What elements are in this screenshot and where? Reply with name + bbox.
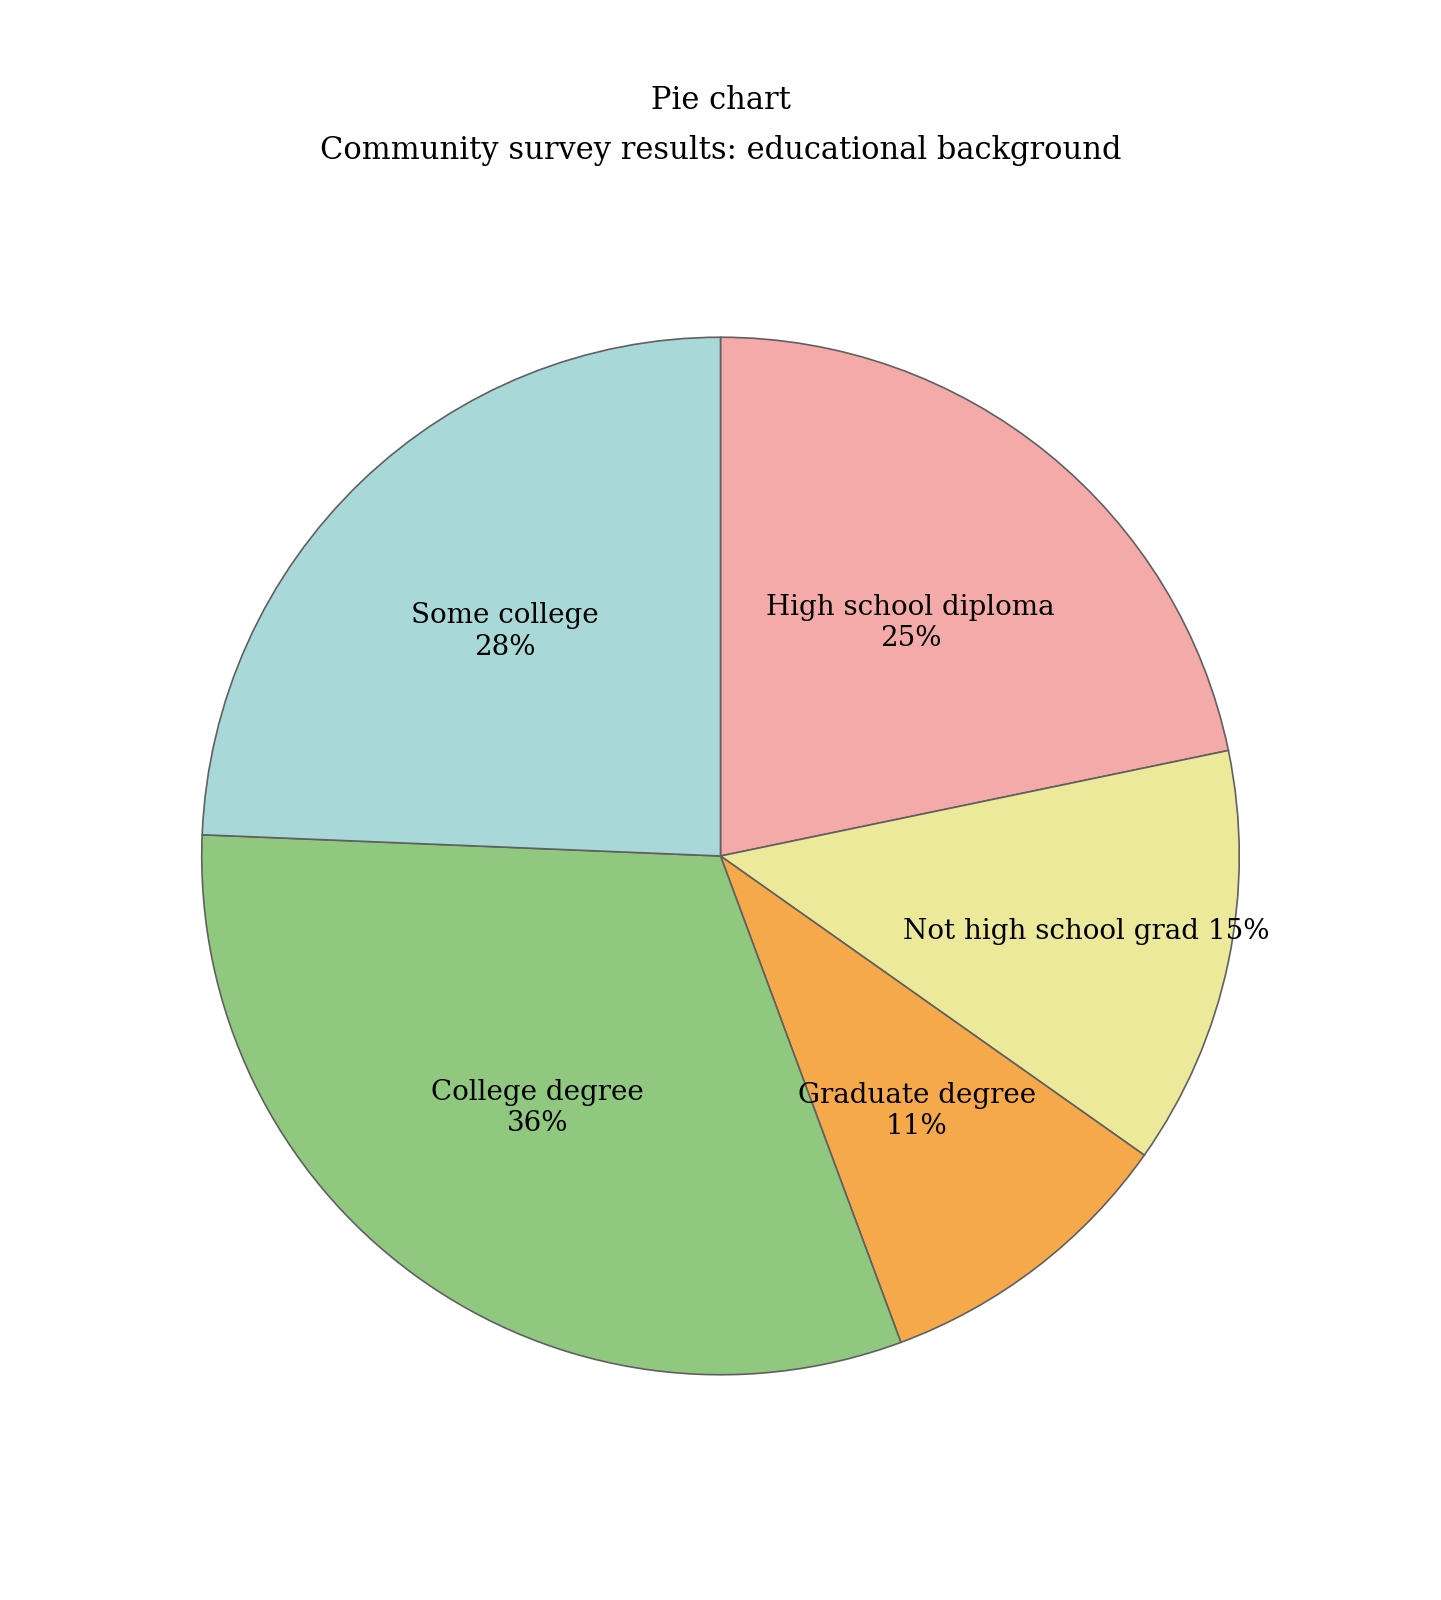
Wedge shape	[720, 750, 1239, 1155]
Text: College degree
36%: College degree 36%	[431, 1078, 644, 1138]
Text: Graduate degree
11%: Graduate degree 11%	[797, 1082, 1036, 1141]
Title: Pie chart
Community survey results: educational background: Pie chart Community survey results: educ…	[320, 85, 1121, 166]
Text: Not high school grad 15%: Not high school grad 15%	[904, 918, 1270, 946]
Wedge shape	[202, 338, 720, 856]
Text: High school diploma
25%: High school diploma 25%	[767, 594, 1055, 651]
Wedge shape	[720, 856, 1144, 1342]
Text: Some college
28%: Some college 28%	[411, 602, 599, 661]
Wedge shape	[202, 835, 901, 1374]
Wedge shape	[720, 338, 1228, 856]
